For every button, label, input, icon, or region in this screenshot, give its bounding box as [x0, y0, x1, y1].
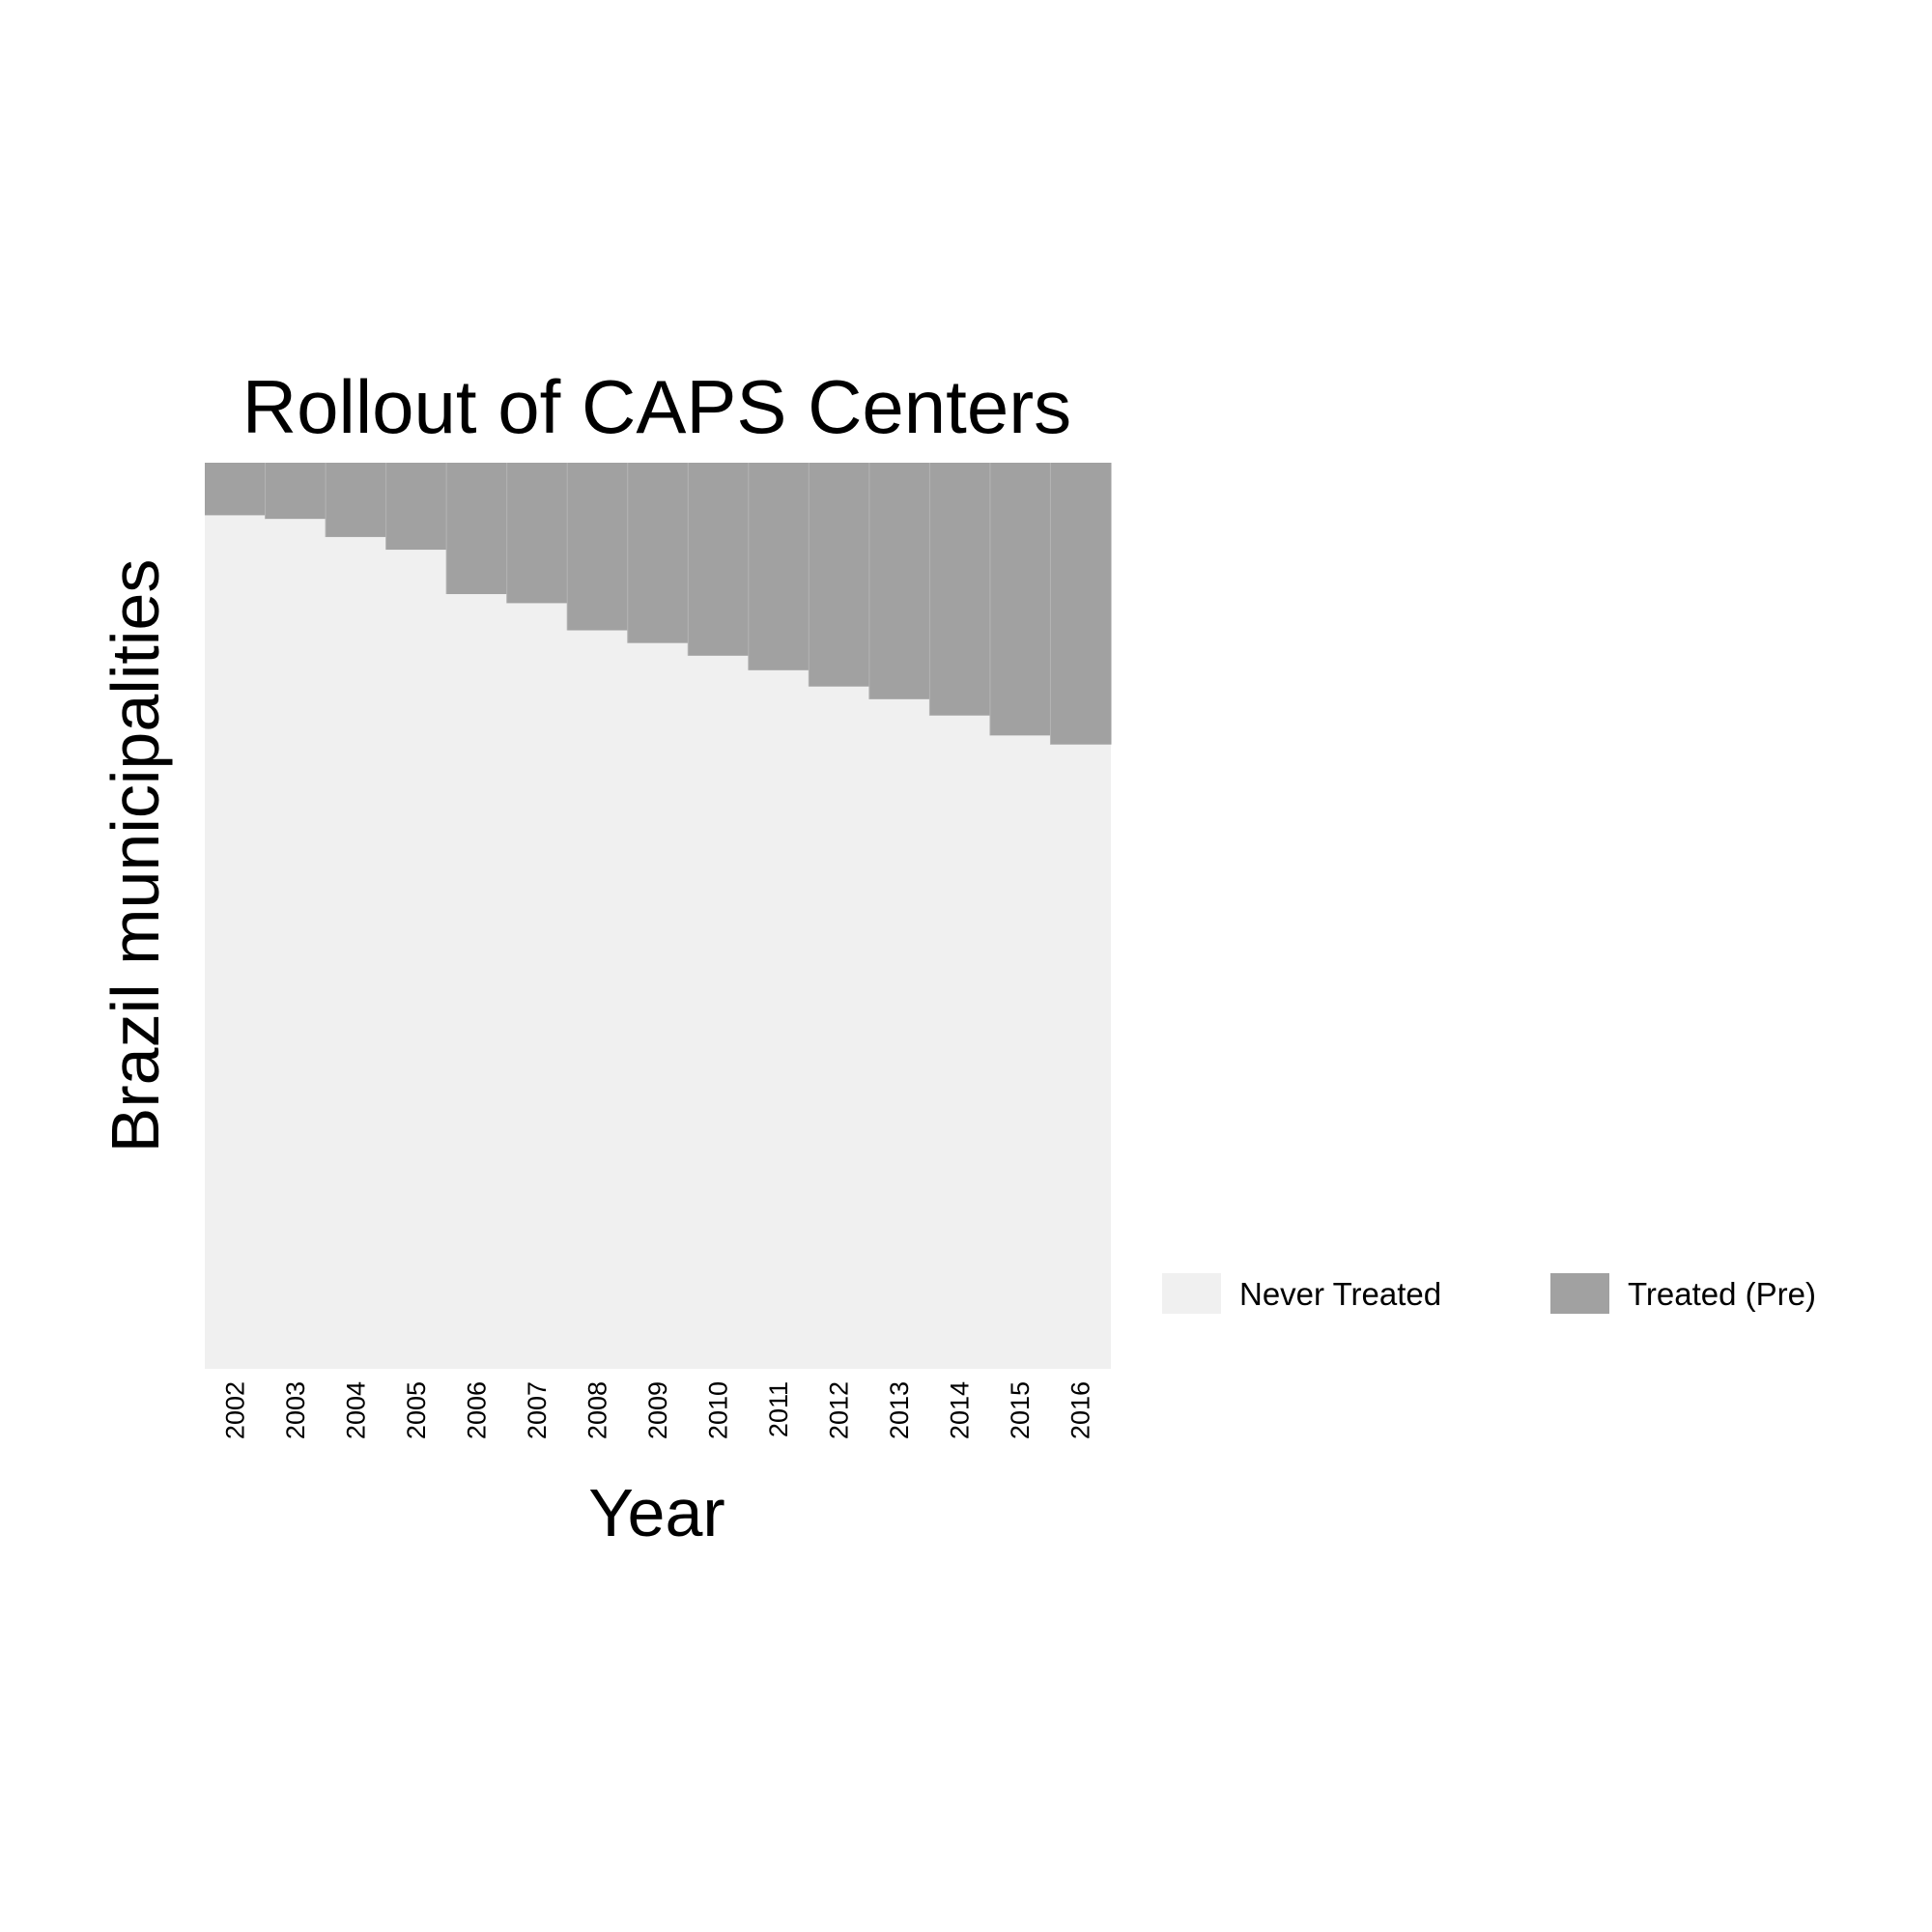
y-axis-title: Brazil municipalities	[98, 559, 173, 1153]
treated-column-2009	[627, 463, 689, 643]
treated-column-2002	[205, 463, 267, 516]
treated-column-2012	[809, 463, 870, 687]
x-tick-label-2009: 2009	[643, 1381, 672, 1439]
treated-column-2003	[265, 463, 327, 520]
x-tick-label-2007: 2007	[523, 1381, 552, 1439]
treated-column-2014	[929, 463, 991, 716]
x-tick-label-2012: 2012	[825, 1381, 854, 1439]
treated-column-2008	[567, 463, 629, 631]
treated-column-2015	[989, 463, 1051, 736]
x-tick-label-2015: 2015	[1006, 1381, 1035, 1439]
treated-column-2004	[326, 463, 387, 537]
x-tick-label-2008: 2008	[582, 1381, 611, 1439]
treated-column-2011	[748, 463, 810, 670]
x-tick-label-2013: 2013	[885, 1381, 914, 1439]
legend: Never Treated Treated (Pre)	[1162, 1273, 1816, 1314]
x-tick-label-2004: 2004	[341, 1381, 370, 1439]
x-tick-label-2016: 2016	[1066, 1381, 1095, 1439]
x-tick-labels: 2002 2003 2004 2005 2006 2007 2008 2009 2010 2011…	[220, 1381, 1094, 1439]
x-tick-label-2011: 2011	[764, 1381, 793, 1437]
x-tick-label-2006: 2006	[462, 1381, 491, 1439]
legend-swatch-treated-pre	[1550, 1273, 1609, 1314]
chart-title: Rollout of CAPS Centers	[242, 364, 1071, 449]
legend-label-treated-pre: Treated (Pre)	[1628, 1276, 1816, 1312]
x-tick-label-2014: 2014	[946, 1381, 975, 1439]
treated-column-2016	[1050, 463, 1112, 745]
treated-column-2010	[688, 463, 750, 656]
x-tick-label-2005: 2005	[402, 1381, 431, 1439]
x-axis-title: Year	[588, 1475, 724, 1550]
treated-column-2005	[385, 463, 447, 551]
legend-label-never-treated: Never Treated	[1239, 1276, 1441, 1312]
x-tick-label-2002: 2002	[220, 1381, 249, 1439]
treated-column-2007	[506, 463, 568, 604]
plot-area	[205, 463, 1112, 1369]
treated-column-2006	[446, 463, 508, 595]
treated-column-2013	[868, 463, 930, 699]
legend-swatch-never-treated	[1162, 1273, 1221, 1314]
x-tick-label-2010: 2010	[704, 1381, 733, 1439]
x-tick-label-2003: 2003	[281, 1381, 310, 1439]
